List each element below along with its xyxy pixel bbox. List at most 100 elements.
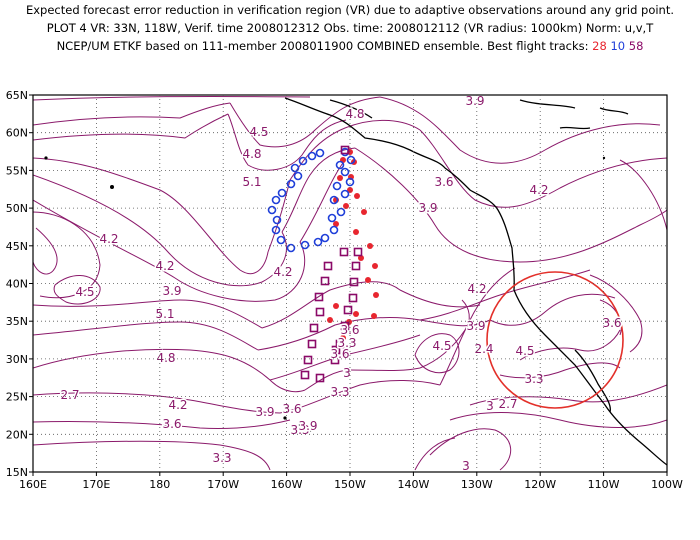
contour-label: 3.3 [524, 372, 543, 386]
lat-label: 25N [6, 391, 28, 404]
contour-lines [33, 95, 667, 471]
track-58-marker [315, 373, 325, 383]
contour-label: 4.8 [156, 351, 175, 365]
contour-label: 2.4 [474, 342, 493, 356]
track-10-marker [346, 155, 356, 165]
contour-label: 3.9 [466, 319, 485, 333]
contour-label: 3.3 [212, 451, 231, 465]
flight-track-28 [327, 149, 379, 341]
track-58-marker [349, 277, 359, 287]
track-58-marker [323, 261, 333, 271]
track-b-label: 10 [610, 39, 626, 53]
lat-label: 30N [6, 353, 28, 366]
track-58-marker [314, 292, 324, 302]
lat-label: 60N [6, 127, 28, 140]
contour-label: 4.2 [529, 183, 548, 197]
contour-label: 3.9 [418, 201, 437, 215]
track-58-marker [320, 276, 330, 286]
lon-label: 140W [397, 478, 429, 491]
track-58-marker [303, 355, 313, 365]
contour-label: 4.2 [273, 265, 292, 279]
track-28-marker [353, 311, 359, 317]
contour-label: 3.6 [162, 417, 181, 431]
contour-label: 3.9 [298, 419, 317, 433]
track-58-marker [315, 307, 325, 317]
track-10-marker [336, 207, 346, 217]
lat-label: 50N [6, 202, 28, 215]
contour-label: 2.7 [60, 388, 79, 402]
header-line-3: NCEP/UM ETKF based on 111-member 2008011… [0, 39, 700, 53]
contour-label: 4.5 [432, 339, 451, 353]
contour-label: 4.5 [249, 125, 268, 139]
lat-label: 45N [6, 240, 28, 253]
track-58-marker [343, 305, 353, 315]
contour-label: 5.1 [242, 175, 261, 189]
track-58-marker [340, 145, 350, 155]
latitude-axis: 65N 60N 55N 50N 45N 40N 35N 30N 25N 20N 15N [6, 89, 33, 479]
track-28-marker [361, 209, 367, 215]
contour-label: 4.2 [168, 398, 187, 412]
track-58-marker [348, 293, 358, 303]
contour-label: 3.6 [602, 316, 621, 330]
track-10-marker [290, 163, 300, 173]
track-10-marker [293, 171, 303, 181]
track-10-marker [286, 243, 296, 253]
track-58-marker [353, 247, 363, 257]
track-10-marker [277, 188, 287, 198]
contour-label: 4.2 [467, 282, 486, 296]
lon-label: 100W [651, 478, 683, 491]
track-58-marker [340, 321, 350, 331]
header-line-1: Expected forecast error reduction in ver… [25, 3, 675, 17]
track-58-marker [351, 261, 361, 271]
track-c-label: 58 [628, 39, 644, 53]
track-28-marker [333, 303, 339, 309]
lat-label: 65N [6, 89, 28, 102]
verification-region-circle [486, 271, 624, 409]
lat-label: 40N [6, 278, 28, 291]
lon-label: 110W [588, 478, 620, 491]
lon-label: 180 [149, 478, 170, 491]
contour-label: 5.1 [155, 307, 174, 321]
track-10-marker [345, 177, 355, 187]
contour-label: 3 [462, 459, 470, 473]
track-10-marker [267, 205, 277, 215]
longitude-axis: 160E 170E 180 170W 160W 150W 140W 130W 120W 110W 1… [19, 472, 683, 491]
track-58-marker [300, 370, 310, 380]
lat-label: 15N [6, 466, 28, 479]
track-10-marker [315, 148, 325, 158]
track-58-marker [330, 355, 340, 365]
track-10-marker [340, 189, 350, 199]
track-10-marker [327, 213, 337, 223]
contour-label: 3.9 [162, 284, 181, 298]
track-28-marker [372, 263, 378, 269]
pacific-islands [44, 156, 606, 432]
lat-label: 55N [6, 164, 28, 177]
contour-label: 3.9 [255, 405, 274, 419]
lon-label: 160E [19, 478, 47, 491]
contour-label: 4.8 [242, 147, 261, 161]
contour-label: 4.2 [99, 232, 118, 246]
track-28-marker [343, 203, 349, 209]
track-28-marker [333, 221, 339, 227]
track-28-marker [340, 335, 346, 341]
contour-label: 3.3 [337, 336, 356, 350]
contour-label: 4.8 [345, 107, 364, 121]
track-58-marker [307, 339, 317, 349]
flight-track-58 [300, 145, 363, 383]
track-58-marker [339, 247, 349, 257]
graticule [33, 95, 667, 472]
contour-label: 3 [343, 366, 351, 380]
track-10-marker [276, 235, 286, 245]
contour-label: 3 [486, 399, 494, 413]
track-10-marker [340, 167, 350, 177]
track-a-label: 28 [592, 39, 607, 53]
track-10-marker [332, 181, 342, 191]
track-28-marker [354, 193, 360, 199]
track-10-marker [298, 156, 308, 166]
lon-label: 170E [82, 478, 110, 491]
track-58-marker [309, 323, 319, 333]
lon-label: 160W [271, 478, 303, 491]
flight-track-10 [267, 147, 356, 253]
track-58-marker [331, 345, 341, 355]
